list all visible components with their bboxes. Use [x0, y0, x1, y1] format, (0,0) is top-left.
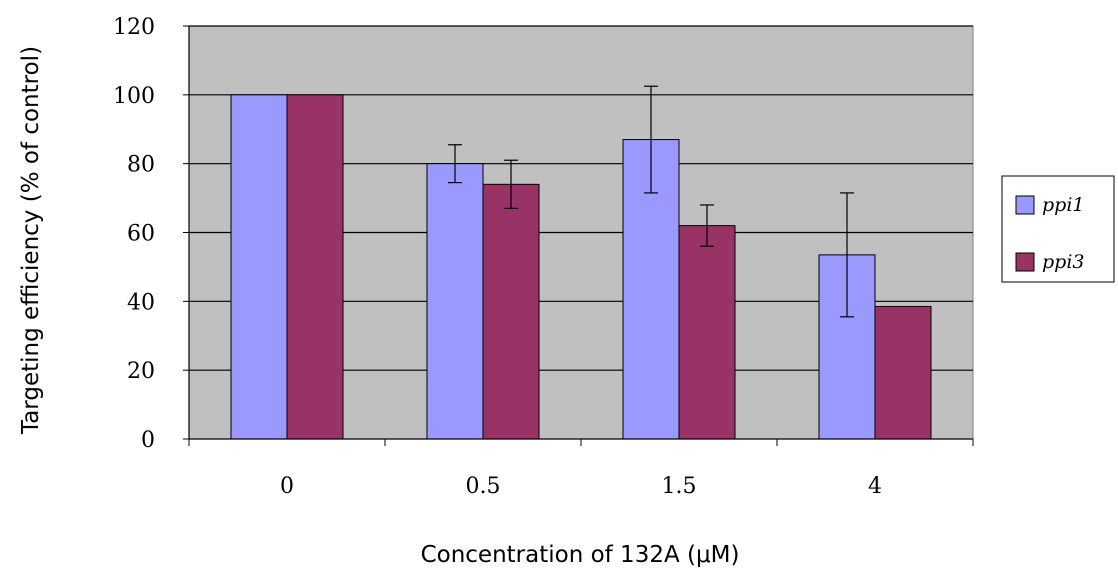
- y-tick-label: 80: [127, 153, 155, 178]
- y-tick-label: 120: [113, 15, 155, 40]
- x-tick-label: 0: [280, 474, 294, 499]
- y-tick-label: 60: [127, 222, 155, 247]
- y-tick-label: 0: [141, 428, 155, 453]
- x-axis-title: Concentration of 132A (μM): [421, 542, 740, 568]
- legend: ppi1 ppi3: [1001, 175, 1115, 283]
- bar-ppi3-4: [874, 305, 932, 440]
- x-tick-label: 1.5: [662, 474, 697, 499]
- bar-ppi1-0: [230, 94, 288, 440]
- y-tick-label: 100: [113, 84, 155, 109]
- bar-ppi1-0.5: [426, 163, 484, 440]
- x-tick-label: 0.5: [466, 474, 501, 499]
- y-tick-labels: 0 20 40 60 80 100 120: [113, 15, 155, 453]
- y-tick-label: 40: [127, 290, 155, 315]
- x-tick-label: 4: [868, 474, 882, 499]
- bar-ppi3-0.5: [482, 183, 540, 440]
- legend-label-ppi1: ppi1: [1042, 194, 1085, 216]
- y-tick-label: 20: [127, 359, 155, 384]
- legend-label-ppi3: ppi3: [1042, 251, 1085, 273]
- axes: [183, 25, 974, 446]
- x-tick-labels: 0 0.5 1.5 4: [280, 474, 882, 499]
- legend-swatch-ppi1: [1015, 195, 1035, 215]
- error-bars: [448, 85, 854, 318]
- bar-ppi3-1.5: [678, 225, 736, 440]
- y-axis-title: Targeting efficiency (% of control): [18, 46, 44, 435]
- legend-swatch-ppi3: [1015, 252, 1035, 272]
- bar-ppi3-0: [286, 94, 344, 440]
